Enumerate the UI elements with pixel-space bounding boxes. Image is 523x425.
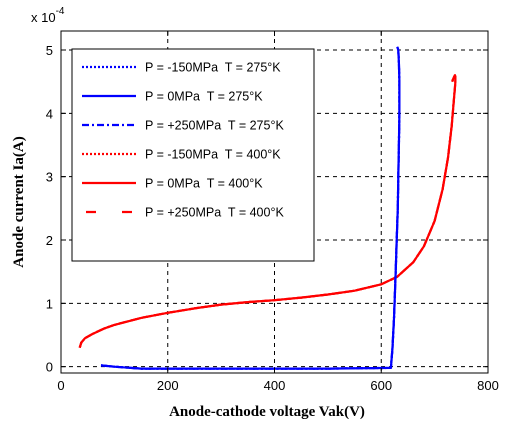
x-tick-label: 400 [264,378,286,393]
y-tick-label: 3 [46,170,53,185]
x-tick-label: 0 [57,378,64,393]
plot-series [78,46,457,370]
y-multiplier-label: x 10-4 [31,6,65,25]
y-tick-label: 5 [46,43,53,58]
axis-ticks: 0 200 400 600 800 0 1 2 3 4 5 [46,31,499,393]
x-axis-label: Anode-cathode voltage Vak(V) [169,404,365,420]
y-tick-label: 1 [46,296,53,311]
legend-label: P = +250MPa T = 275°K [145,119,284,133]
series-line [100,46,401,370]
legend-label: P = -150MPa T = 275°K [145,61,281,75]
legend-label: P = 0MPa T = 400°K [145,177,263,191]
legend-label: P = +250MPa T = 400°K [145,206,284,220]
legend-label: P = -150MPa T = 400°K [145,148,281,162]
x-tick-label: 200 [157,378,179,393]
x-tick-label: 600 [370,378,392,393]
legend: P = -150MPa T = 275°K P = 0MPa T = 275°K P… [71,48,315,262]
y-tick-label: 4 [46,106,53,121]
y-axis-label: Anode current Ia(A) [11,136,27,267]
y-tick-label: 2 [46,233,53,248]
legend-label: P = 0MPa T = 275°K [145,90,263,104]
y-tick-label: 0 [46,360,53,375]
x-tick-label: 800 [477,378,499,393]
series-line [78,74,457,349]
legend-box [71,48,315,262]
